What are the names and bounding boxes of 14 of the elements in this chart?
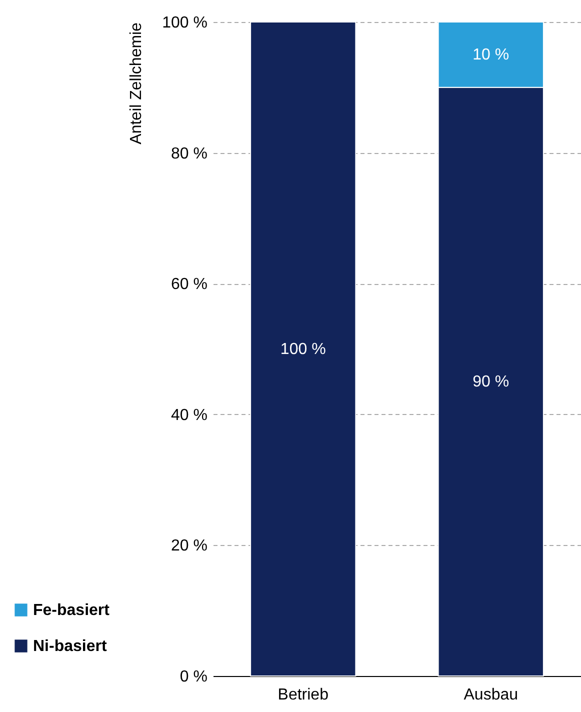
- y-tick-label: 60 %: [171, 276, 208, 294]
- data-label: 100 %: [280, 341, 326, 358]
- legend-label: Fe-basiert: [33, 602, 110, 619]
- y-tick-label: 20 %: [171, 538, 208, 555]
- x-tick-label: Betrieb: [278, 686, 329, 704]
- y-axis-title: Anteil Zellchemie: [128, 22, 146, 144]
- y-tick-label: 100 %: [162, 14, 208, 32]
- y-tick-label: 40 %: [171, 406, 208, 424]
- legend-label: Ni-basiert: [33, 638, 108, 655]
- data-label: 90 %: [472, 374, 510, 391]
- y-tick-label: 80 %: [171, 145, 208, 162]
- y-tick-label: 0 %: [180, 668, 208, 686]
- data-label: 10 %: [472, 46, 510, 64]
- x-tick-label: Ausbau: [464, 686, 518, 704]
